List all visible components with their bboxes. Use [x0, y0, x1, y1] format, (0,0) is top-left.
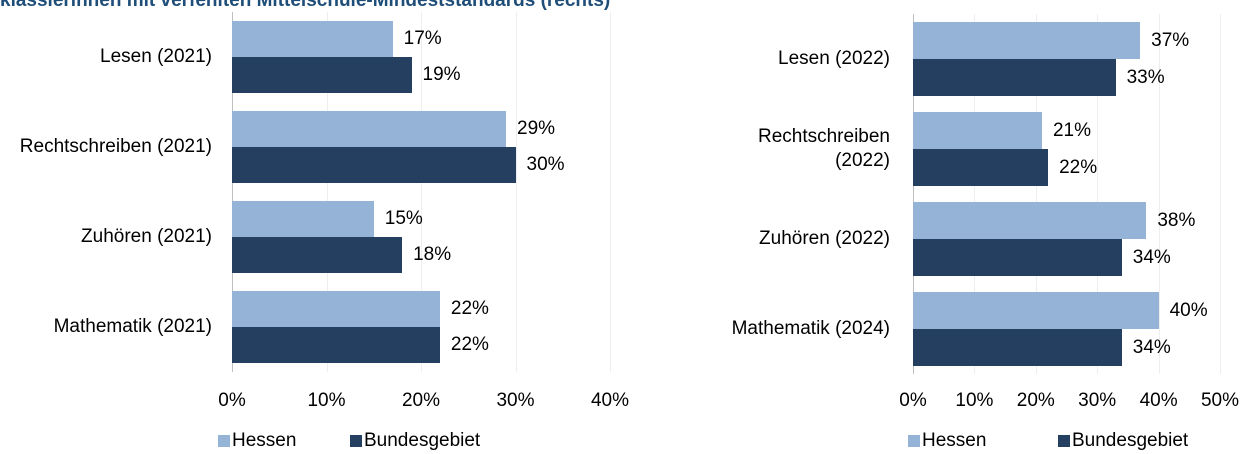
bar	[913, 329, 1122, 366]
category-label: Zuhören (2022)	[759, 228, 890, 249]
x-tick-label: 40%	[590, 390, 630, 411]
value-label: 34%	[1132, 336, 1171, 358]
x-tick-label: 50%	[1200, 390, 1240, 411]
grid-line	[1158, 14, 1160, 374]
legend-label: Hessen	[922, 430, 987, 451]
value-label: 22%	[1059, 156, 1098, 178]
x-tick-label: 20%	[401, 390, 441, 411]
bar	[913, 202, 1147, 239]
bar	[232, 147, 516, 183]
x-tick-label: 0%	[899, 390, 927, 411]
grid-line	[515, 12, 517, 372]
x-tick-label: 40%	[1139, 390, 1178, 411]
legend-swatch	[908, 435, 920, 447]
legend-swatch	[218, 435, 230, 447]
x-tick-label: 10%	[307, 390, 346, 411]
value-label: 15%	[384, 208, 423, 229]
bar	[913, 112, 1042, 149]
axis-line	[232, 12, 233, 372]
category-label: Mathematik (2024)	[731, 318, 890, 339]
value-label: 40%	[1169, 299, 1208, 321]
bar	[232, 111, 507, 147]
value-label: 30%	[526, 154, 565, 175]
value-label: 22%	[450, 334, 489, 355]
axis-line	[913, 14, 914, 374]
grid-line	[421, 12, 422, 372]
bar	[913, 59, 1116, 96]
x-tick-label: 10%	[955, 390, 994, 411]
legend-label: Bundesgebiet	[1072, 430, 1189, 451]
grid-line	[1097, 14, 1099, 374]
bar	[232, 21, 393, 57]
grid-line	[610, 12, 611, 372]
x-tick-label: 0%	[218, 390, 246, 411]
legend-label: Bundesgebiet	[364, 430, 481, 451]
legend-swatch	[1058, 435, 1070, 447]
category-label: Zuhören (2021)	[81, 226, 212, 247]
category-label: Lesen (2022)	[778, 48, 890, 69]
bar	[913, 149, 1049, 186]
value-label: 33%	[1126, 66, 1165, 88]
bar	[913, 292, 1159, 329]
bar	[913, 239, 1122, 276]
value-label: 21%	[1052, 119, 1091, 141]
grid-line	[974, 14, 976, 374]
bar	[232, 237, 403, 273]
x-tick-label: 30%	[496, 390, 535, 411]
legend-swatch	[350, 435, 362, 447]
value-label: 38%	[1157, 209, 1196, 231]
grid-line	[1220, 14, 1221, 374]
bar	[232, 291, 440, 327]
bar	[232, 57, 412, 93]
x-tick-label: 20%	[1016, 390, 1055, 411]
grid-line	[1035, 14, 1037, 374]
grid-line	[326, 12, 328, 372]
legend-label: Hessen	[232, 430, 297, 451]
value-label: 17%	[403, 28, 442, 49]
value-label: 22%	[450, 298, 489, 319]
bar	[913, 22, 1141, 59]
category-label: Mathematik (2021)	[53, 316, 212, 337]
value-label: 29%	[517, 118, 556, 139]
category-label: Lesen (2021)	[100, 46, 212, 67]
value-label: 18%	[413, 244, 452, 265]
bar	[232, 327, 440, 363]
value-label: 19%	[422, 64, 461, 85]
bar	[232, 201, 374, 237]
category-label: Rechtschreiben (2021)	[19, 136, 212, 157]
category-label: Rechtschreiben (2022)	[757, 126, 890, 171]
value-label: 34%	[1132, 246, 1171, 268]
value-label: 37%	[1151, 29, 1190, 51]
x-tick-label: 30%	[1078, 390, 1117, 411]
chart-title: klässlerinnen mit verfehlten Mittelschul…	[0, 0, 611, 11]
